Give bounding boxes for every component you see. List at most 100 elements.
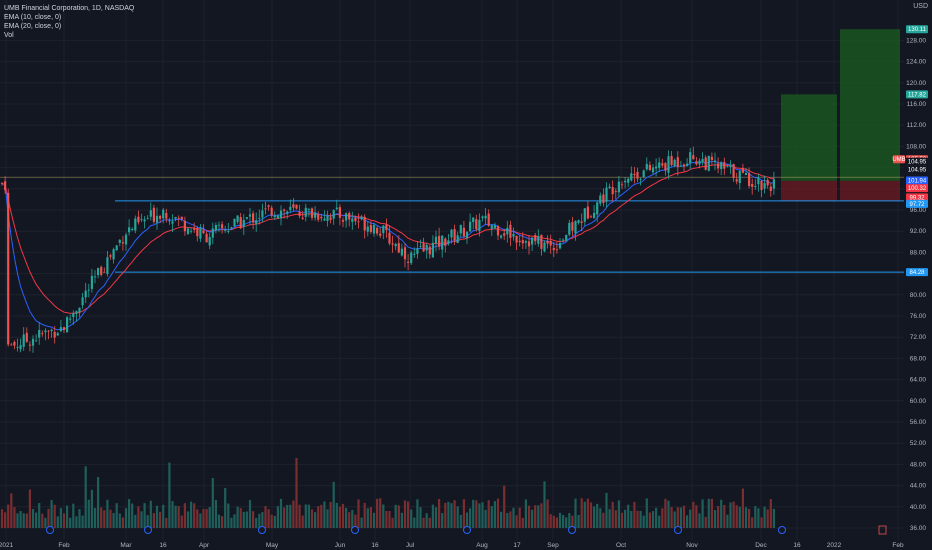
candle-body — [620, 184, 624, 186]
volume-bar — [326, 509, 329, 528]
volume-bar — [248, 500, 252, 528]
price-tag — [906, 157, 928, 166]
candle-body — [664, 163, 667, 171]
candle-body — [655, 166, 658, 169]
price-tag-symbol — [893, 155, 905, 164]
candle-body — [546, 240, 549, 244]
dividend-marker[interactable] — [674, 526, 682, 534]
candle-body — [434, 236, 438, 244]
candle-body — [171, 221, 174, 224]
candle-body — [673, 159, 676, 167]
volume-bar — [363, 502, 366, 528]
candle-body — [744, 173, 748, 175]
dividend-marker[interactable] — [463, 526, 471, 534]
loss-zone[interactable] — [781, 180, 837, 201]
volume-bar — [531, 509, 534, 528]
loss-zone[interactable] — [840, 180, 900, 201]
candle-body — [456, 235, 459, 243]
time-axis[interactable]: 2021 Feb Mar 16 Apr May Jun 16 Jul Aug 17 Sep Oct Nov… — [0, 540, 932, 550]
volume-bar — [227, 503, 230, 528]
volume-bar — [159, 511, 162, 528]
volume-bar — [233, 514, 236, 528]
volume-bar — [506, 513, 509, 528]
candle-body — [521, 240, 524, 244]
volume-bar — [503, 485, 506, 528]
candle-body — [162, 209, 165, 219]
candle-body — [292, 204, 295, 208]
price-tag — [906, 199, 928, 208]
price-tick-label: 108.00 — [906, 143, 926, 150]
dividend-marker[interactable] — [351, 526, 359, 534]
volume-bar — [165, 517, 168, 528]
candle-body — [732, 164, 735, 179]
volume-bar — [664, 498, 667, 528]
volume-bar — [341, 503, 345, 528]
candle-body — [106, 257, 109, 274]
volume-bar — [431, 504, 434, 528]
volume-bar — [549, 514, 552, 528]
volume-bar — [493, 501, 496, 528]
volume-bar — [351, 509, 354, 528]
candle-body — [174, 217, 177, 219]
dividend-marker[interactable] — [258, 526, 266, 534]
candle-body — [760, 180, 763, 190]
candle-body — [13, 342, 16, 346]
candle-body — [196, 228, 199, 237]
candle-body — [279, 210, 283, 219]
earnings-marker[interactable] — [878, 525, 887, 535]
candle-body — [326, 215, 329, 222]
volume-bar — [617, 500, 620, 528]
price-tick-label: 60.00 — [910, 398, 927, 405]
volume-bar — [78, 509, 81, 528]
candle-body — [31, 338, 35, 346]
candle-body — [112, 249, 115, 260]
candle-body — [97, 268, 100, 276]
candle-body — [407, 261, 410, 263]
volume-bar — [230, 517, 233, 528]
dividend-marker[interactable] — [778, 526, 786, 534]
volume-bar — [438, 498, 441, 528]
symbol-title[interactable]: UMB Financial Corporation, 1D, NASDAQ — [4, 5, 135, 12]
indicator-volume[interactable]: Vol — [4, 32, 14, 39]
indicator-ema-10[interactable]: EMA (10, close, 0) — [4, 14, 62, 21]
dividend-marker[interactable] — [568, 526, 576, 534]
candle-body — [47, 330, 50, 332]
volume-bar — [208, 507, 211, 528]
time-axis-bg — [0, 540, 932, 550]
dividend-marker[interactable] — [46, 526, 54, 534]
volume-bar — [376, 498, 379, 528]
volume-bar — [239, 508, 242, 528]
candle-body — [10, 344, 13, 346]
candle-body — [540, 234, 543, 249]
candle-body — [273, 215, 276, 218]
event-markers[interactable] — [46, 525, 887, 535]
chart-legend: UMB Financial Corporation, 1D, NASDAQ EM… — [4, 4, 134, 40]
profit-zone[interactable] — [781, 94, 837, 181]
ema-lines — [1, 160, 775, 331]
volume-bar — [134, 514, 137, 528]
candle-body — [487, 213, 490, 226]
candle-body — [667, 156, 670, 173]
volume-bar — [16, 513, 19, 528]
volume-bar — [255, 517, 258, 528]
candle-body — [738, 170, 741, 183]
candle-body — [735, 179, 738, 182]
candle-body — [679, 165, 682, 167]
volume-bar — [583, 501, 586, 528]
volume-bar — [13, 506, 16, 528]
dividend-marker[interactable] — [144, 526, 152, 534]
profit-zone[interactable] — [840, 29, 900, 181]
candle-body — [348, 212, 351, 220]
indicator-ema-20[interactable]: EMA (20, close, 0) — [4, 23, 62, 30]
candle-body — [686, 163, 689, 166]
volume-bar — [490, 506, 493, 528]
candle-body — [589, 216, 593, 218]
position-zones[interactable] — [781, 29, 900, 201]
candle-body — [428, 246, 431, 255]
volume-bar — [149, 500, 152, 528]
candle-body — [338, 207, 341, 218]
volume-bar — [515, 515, 518, 528]
volume-bar — [366, 508, 369, 528]
volume-bar — [162, 504, 165, 528]
